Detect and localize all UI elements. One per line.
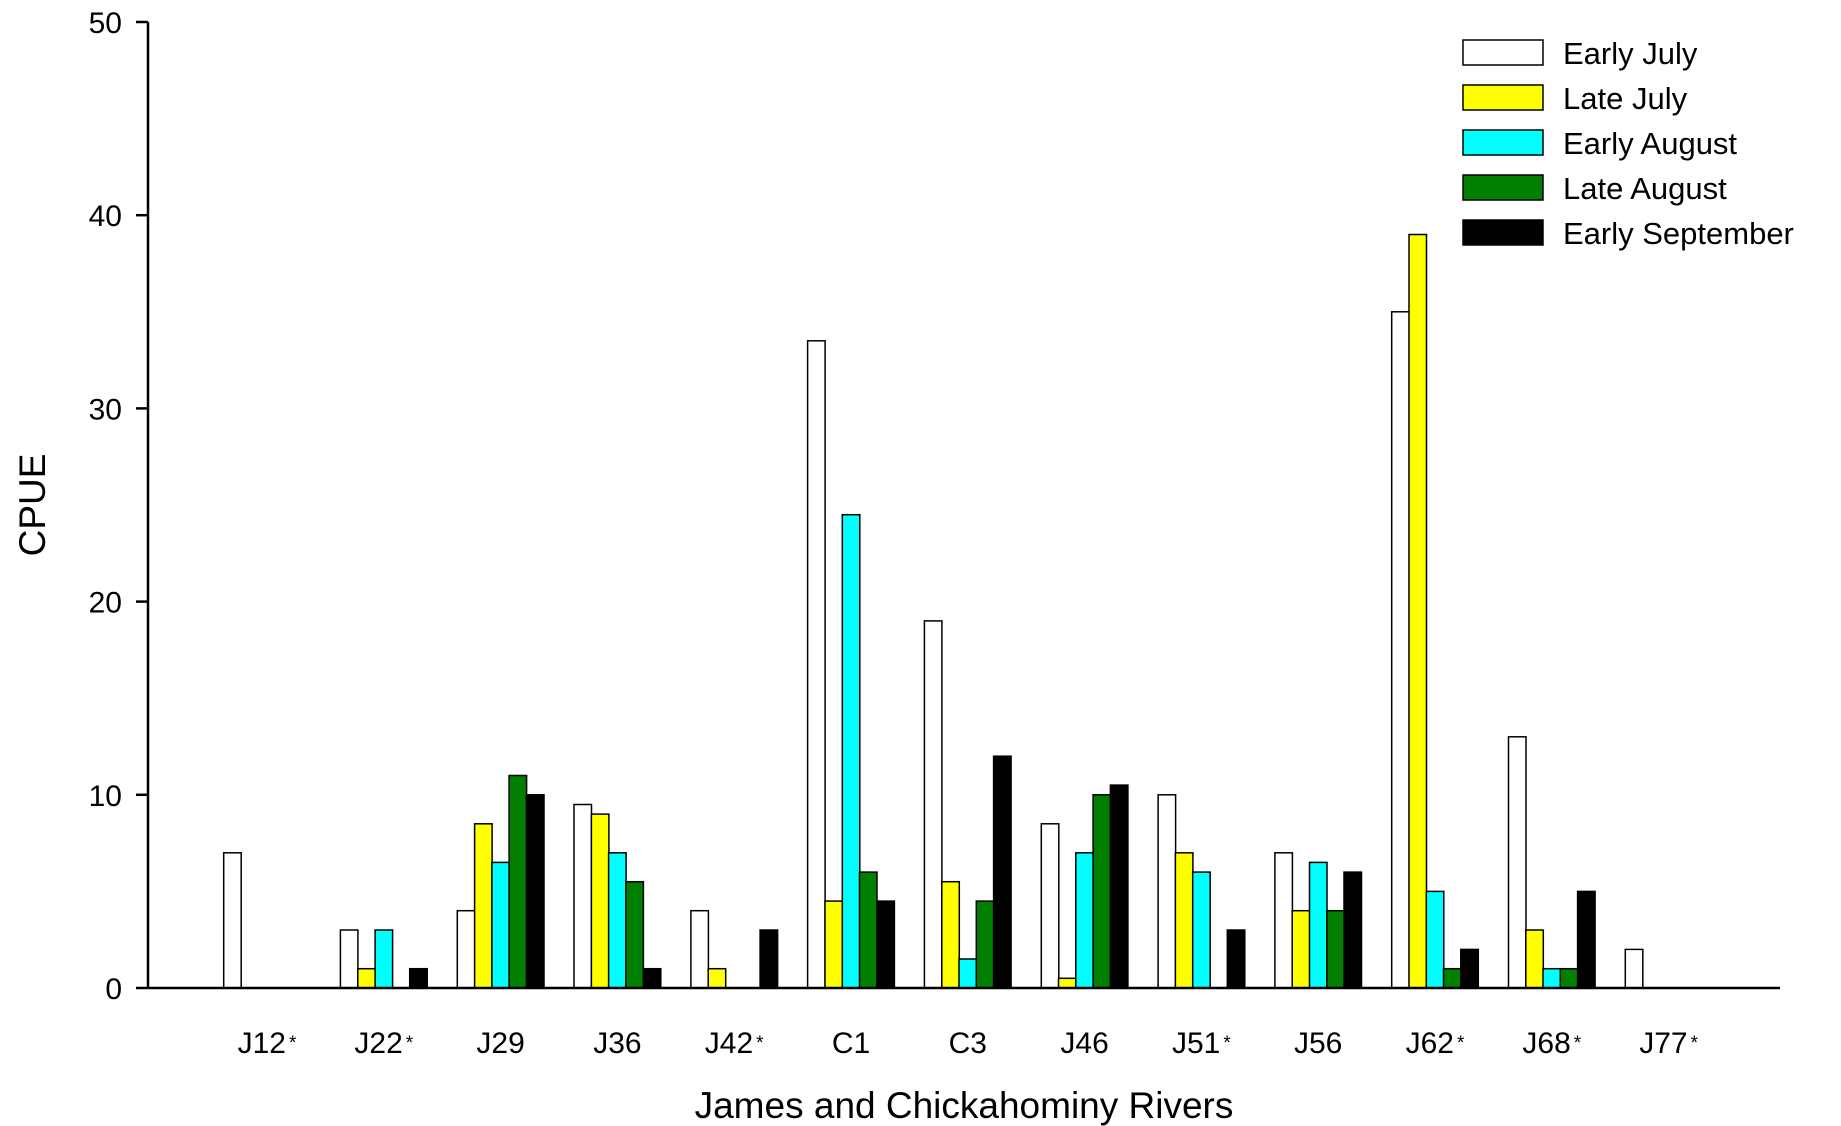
bar-j36-late-july bbox=[590, 813, 610, 989]
bar-j29-late-august bbox=[508, 774, 528, 989]
x-tick-label-c3: C3 bbox=[949, 1027, 987, 1060]
bar-j36-early-september bbox=[642, 967, 662, 989]
bar-c3-early-july bbox=[923, 620, 943, 989]
bar-j22-early-august bbox=[374, 929, 394, 989]
bar-j68-late-july bbox=[1525, 929, 1545, 989]
bar-j36-late-august bbox=[625, 880, 645, 989]
x-tick-label-j42: J42 * bbox=[705, 1027, 764, 1060]
bar-j29-late-july bbox=[473, 823, 493, 989]
bar-j56-early-august bbox=[1308, 861, 1328, 989]
bar-j46-early-august bbox=[1075, 852, 1095, 989]
bar-j29-early-august bbox=[491, 861, 511, 989]
bar-j56-early-july bbox=[1274, 852, 1294, 989]
bar-j22-early-july bbox=[339, 929, 359, 989]
bar-j29-early-july bbox=[456, 909, 476, 989]
x-tick-label-j51: J51 * bbox=[1172, 1027, 1231, 1060]
bar-j68-early-august bbox=[1542, 967, 1562, 989]
bar-j46-early-september bbox=[1109, 784, 1129, 989]
bar-c1-late-august bbox=[858, 871, 878, 989]
bar-j56-late-august bbox=[1326, 909, 1346, 989]
legend-label-late-july: Late July bbox=[1563, 81, 1688, 116]
x-tick-label-j62: J62 * bbox=[1406, 1027, 1465, 1060]
bar-j62-early-july bbox=[1390, 311, 1410, 989]
bar-c1-early-july bbox=[806, 340, 826, 989]
legend-swatch-early-august bbox=[1462, 129, 1544, 156]
bar-j62-late-august bbox=[1442, 967, 1462, 989]
bar-c1-early-august bbox=[841, 513, 861, 989]
x-tick-label-j12: J12 * bbox=[238, 1027, 297, 1060]
bar-j51-early-august bbox=[1191, 871, 1211, 989]
legend-swatch-early-july bbox=[1462, 39, 1544, 66]
bar-j68-early-july bbox=[1507, 736, 1527, 989]
legend-label-late-august: Late August bbox=[1563, 171, 1727, 206]
legend-label-early-september: Early September bbox=[1563, 216, 1794, 251]
bar-j42-early-september bbox=[759, 929, 779, 989]
bar-j56-late-july bbox=[1291, 909, 1311, 989]
bar-j46-early-july bbox=[1040, 823, 1060, 989]
y-tick-label-0: 0 bbox=[105, 973, 122, 1006]
legend: Early July Late July Early August Late Augu… bbox=[1462, 36, 1794, 251]
y-tick-label-30: 30 bbox=[89, 393, 122, 426]
bar-j51-late-july bbox=[1174, 852, 1194, 989]
bar-j68-early-september bbox=[1576, 890, 1596, 989]
x-tick-label-j46: J46 bbox=[1060, 1027, 1108, 1060]
legend-label-early-july: Early July bbox=[1563, 36, 1698, 71]
x-tick-label-j56: J56 bbox=[1294, 1027, 1342, 1060]
x-tick-label-j77: J77 * bbox=[1639, 1027, 1698, 1060]
bar-j22-early-september bbox=[408, 967, 428, 989]
bar-j12-early-july bbox=[222, 852, 242, 989]
bar-j77-early-july bbox=[1624, 948, 1644, 989]
bar-j62-early-august bbox=[1425, 890, 1445, 989]
legend-label-early-august: Early August bbox=[1563, 126, 1737, 161]
x-tick-label-j36: J36 bbox=[593, 1027, 641, 1060]
x-tick-label-j22: J22 * bbox=[354, 1027, 413, 1060]
bar-j36-early-july bbox=[573, 803, 593, 989]
x-tick-label-j68: J68 * bbox=[1522, 1027, 1581, 1060]
legend-swatch-late-july bbox=[1462, 84, 1544, 111]
bar-j22-late-july bbox=[357, 967, 377, 989]
bar-c1-early-september bbox=[876, 900, 896, 989]
bar-j46-late-july bbox=[1057, 977, 1077, 989]
bar-j68-late-august bbox=[1559, 967, 1579, 989]
bar-j62-late-july bbox=[1408, 233, 1428, 989]
bar-j36-early-august bbox=[607, 852, 627, 989]
y-tick-label-20: 20 bbox=[89, 587, 122, 620]
y-axis-title: CPUE bbox=[12, 454, 53, 557]
bar-c1-late-july bbox=[824, 900, 844, 989]
legend-swatch-late-august bbox=[1462, 174, 1544, 201]
bars-layer bbox=[222, 233, 1644, 989]
y-tick-label-10: 10 bbox=[89, 780, 122, 813]
axes-layer: 0 10 20 30 40 50 J12 * J22 * J29 J36 J42 * C1 C3 J46 J51 *… bbox=[89, 7, 1780, 1060]
bar-c3-late-july bbox=[941, 880, 961, 989]
bar-j62-early-september bbox=[1460, 948, 1480, 989]
x-tick-label-c1: C1 bbox=[832, 1027, 870, 1060]
bar-c3-late-august bbox=[975, 900, 995, 989]
bar-j56-early-september bbox=[1343, 871, 1363, 989]
bar-j42-early-july bbox=[690, 909, 710, 989]
bar-c3-early-august bbox=[958, 958, 978, 989]
bar-c3-early-september bbox=[992, 755, 1012, 989]
bar-j29-early-september bbox=[525, 794, 545, 989]
y-tick-label-40: 40 bbox=[89, 200, 122, 233]
x-axis-title: James and Chickahominy Rivers bbox=[695, 1085, 1234, 1126]
y-tick-label-50: 50 bbox=[89, 7, 122, 40]
bar-j51-early-september bbox=[1226, 929, 1246, 989]
bar-j42-late-july bbox=[707, 967, 727, 989]
bar-j46-late-august bbox=[1092, 794, 1112, 989]
bar-j51-early-july bbox=[1157, 794, 1177, 989]
legend-swatch-early-september bbox=[1462, 219, 1544, 246]
x-tick-label-j29: J29 bbox=[476, 1027, 524, 1060]
